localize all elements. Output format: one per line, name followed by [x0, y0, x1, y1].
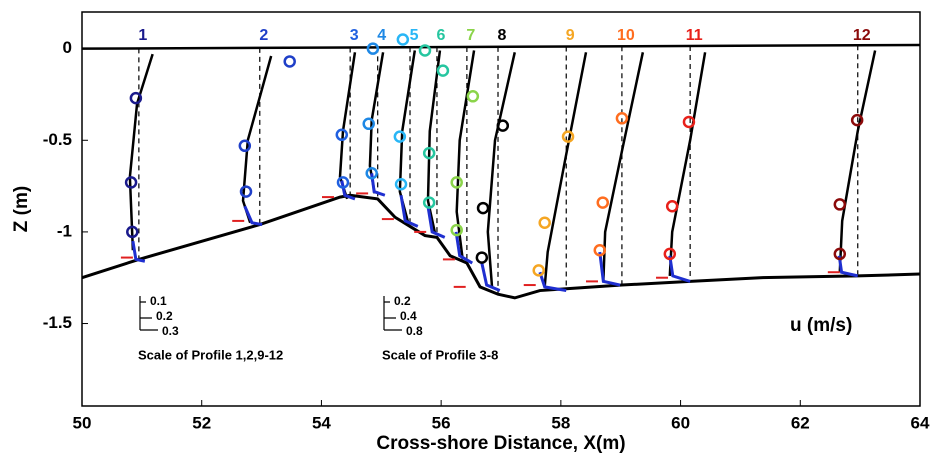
scale-caption: Scale of Profile 1,2,9-12	[138, 347, 283, 362]
measured-point	[593, 243, 607, 257]
x-tick-label: 60	[671, 413, 690, 432]
model-profile	[128, 53, 154, 251]
profile-label: 3	[350, 27, 359, 44]
near-bed-profile	[340, 180, 356, 201]
near-bed-profile	[399, 195, 419, 228]
y-tick-label: 0	[63, 38, 72, 57]
measured-point	[239, 185, 253, 198]
measured-point	[422, 146, 436, 160]
measured-point	[538, 216, 551, 229]
measured-point	[532, 264, 545, 277]
plot-frame	[81, 11, 921, 407]
scale-tick-label: 0.8	[406, 324, 423, 338]
near-bed-profile	[426, 206, 446, 239]
profile-label: 9	[566, 27, 575, 44]
measured-point	[396, 33, 410, 46]
x-tick-label: 64	[911, 413, 930, 432]
near-bed-profile	[243, 205, 263, 227]
measured-point	[129, 91, 143, 105]
y-tick-label: -0.5	[43, 130, 72, 149]
model-profile	[486, 52, 516, 287]
profile-label: 11	[686, 27, 703, 44]
profile-label: 4	[377, 27, 386, 44]
measured-point	[336, 176, 350, 189]
model-profile	[241, 55, 273, 224]
measured-point	[365, 167, 378, 180]
measured-point	[238, 139, 252, 153]
near-bed-profile	[837, 255, 859, 278]
model-profile	[426, 50, 442, 235]
measured-point	[450, 223, 463, 237]
measured-point	[561, 130, 575, 143]
measured-point	[615, 112, 629, 125]
measured-point	[393, 130, 407, 143]
measured-point	[124, 176, 138, 189]
x-tick-label: 50	[73, 413, 92, 432]
scale-tick-label: 0.2	[156, 309, 173, 323]
near-bed-profile	[480, 262, 501, 292]
unit-label: u (m/s)	[790, 315, 852, 336]
x-tick-label: 52	[192, 413, 211, 432]
measured-point	[682, 115, 696, 129]
scale-tick-label: 0.3	[162, 324, 179, 338]
measured-point	[475, 251, 489, 264]
y-tick-label: -1.5	[43, 313, 72, 332]
measured-point	[466, 90, 480, 103]
measured-point	[394, 178, 408, 191]
profile-label: 10	[617, 27, 635, 44]
x-tick-label: 56	[432, 413, 451, 432]
measured-point	[362, 117, 375, 131]
measured-point	[126, 225, 139, 239]
y-tick-label: -1	[57, 221, 72, 240]
scale-tick-label: 0.1	[150, 294, 167, 308]
measured-point	[833, 247, 847, 261]
scale-glyph	[139, 296, 158, 331]
profile-label: 8	[498, 27, 507, 44]
profile-label: 5	[410, 27, 419, 44]
measured-point	[663, 247, 677, 261]
model-profile	[543, 52, 588, 287]
scale-tick-label: 0.4	[400, 309, 417, 323]
measured-point	[366, 42, 380, 55]
model-profile	[838, 50, 877, 273]
measured-point	[665, 200, 679, 213]
x-tick-label: 62	[791, 413, 810, 432]
measured-point	[283, 55, 296, 68]
measured-point	[418, 44, 432, 57]
near-bed-profile	[668, 255, 691, 283]
near-bed-profile	[598, 251, 621, 287]
scale-tick-label: 0.2	[394, 294, 411, 308]
measured-point	[476, 201, 490, 215]
scale-caption: Scale of Profile 3-8	[382, 347, 498, 362]
profile-label: 6	[436, 27, 445, 44]
x-tick-label: 58	[551, 413, 570, 432]
measured-point	[833, 198, 847, 211]
near-bed-profile	[454, 231, 474, 265]
measured-point	[335, 128, 349, 142]
profile-label: 12	[853, 27, 871, 44]
y-axis-label: Z (m)	[11, 186, 32, 232]
x-tick-label: 54	[312, 413, 331, 432]
bed-profile	[81, 193, 921, 300]
measured-point	[436, 64, 450, 77]
profile-label: 1	[138, 27, 147, 44]
near-bed-profile	[131, 240, 146, 263]
model-profile	[668, 52, 707, 276]
measured-point	[850, 113, 864, 127]
x-axis-label: Cross-shore Distance, X(m)	[376, 433, 625, 454]
scale-glyph	[383, 296, 402, 331]
near-bed-profile	[538, 271, 567, 293]
model-profile	[602, 52, 645, 282]
measured-point	[450, 176, 463, 189]
profile-label: 7	[466, 27, 475, 44]
model-profile	[455, 50, 476, 260]
profile-label: 2	[259, 27, 268, 44]
water-surface	[81, 43, 921, 50]
measured-point	[596, 196, 610, 209]
measured-point	[496, 119, 510, 132]
measured-point	[422, 196, 436, 209]
